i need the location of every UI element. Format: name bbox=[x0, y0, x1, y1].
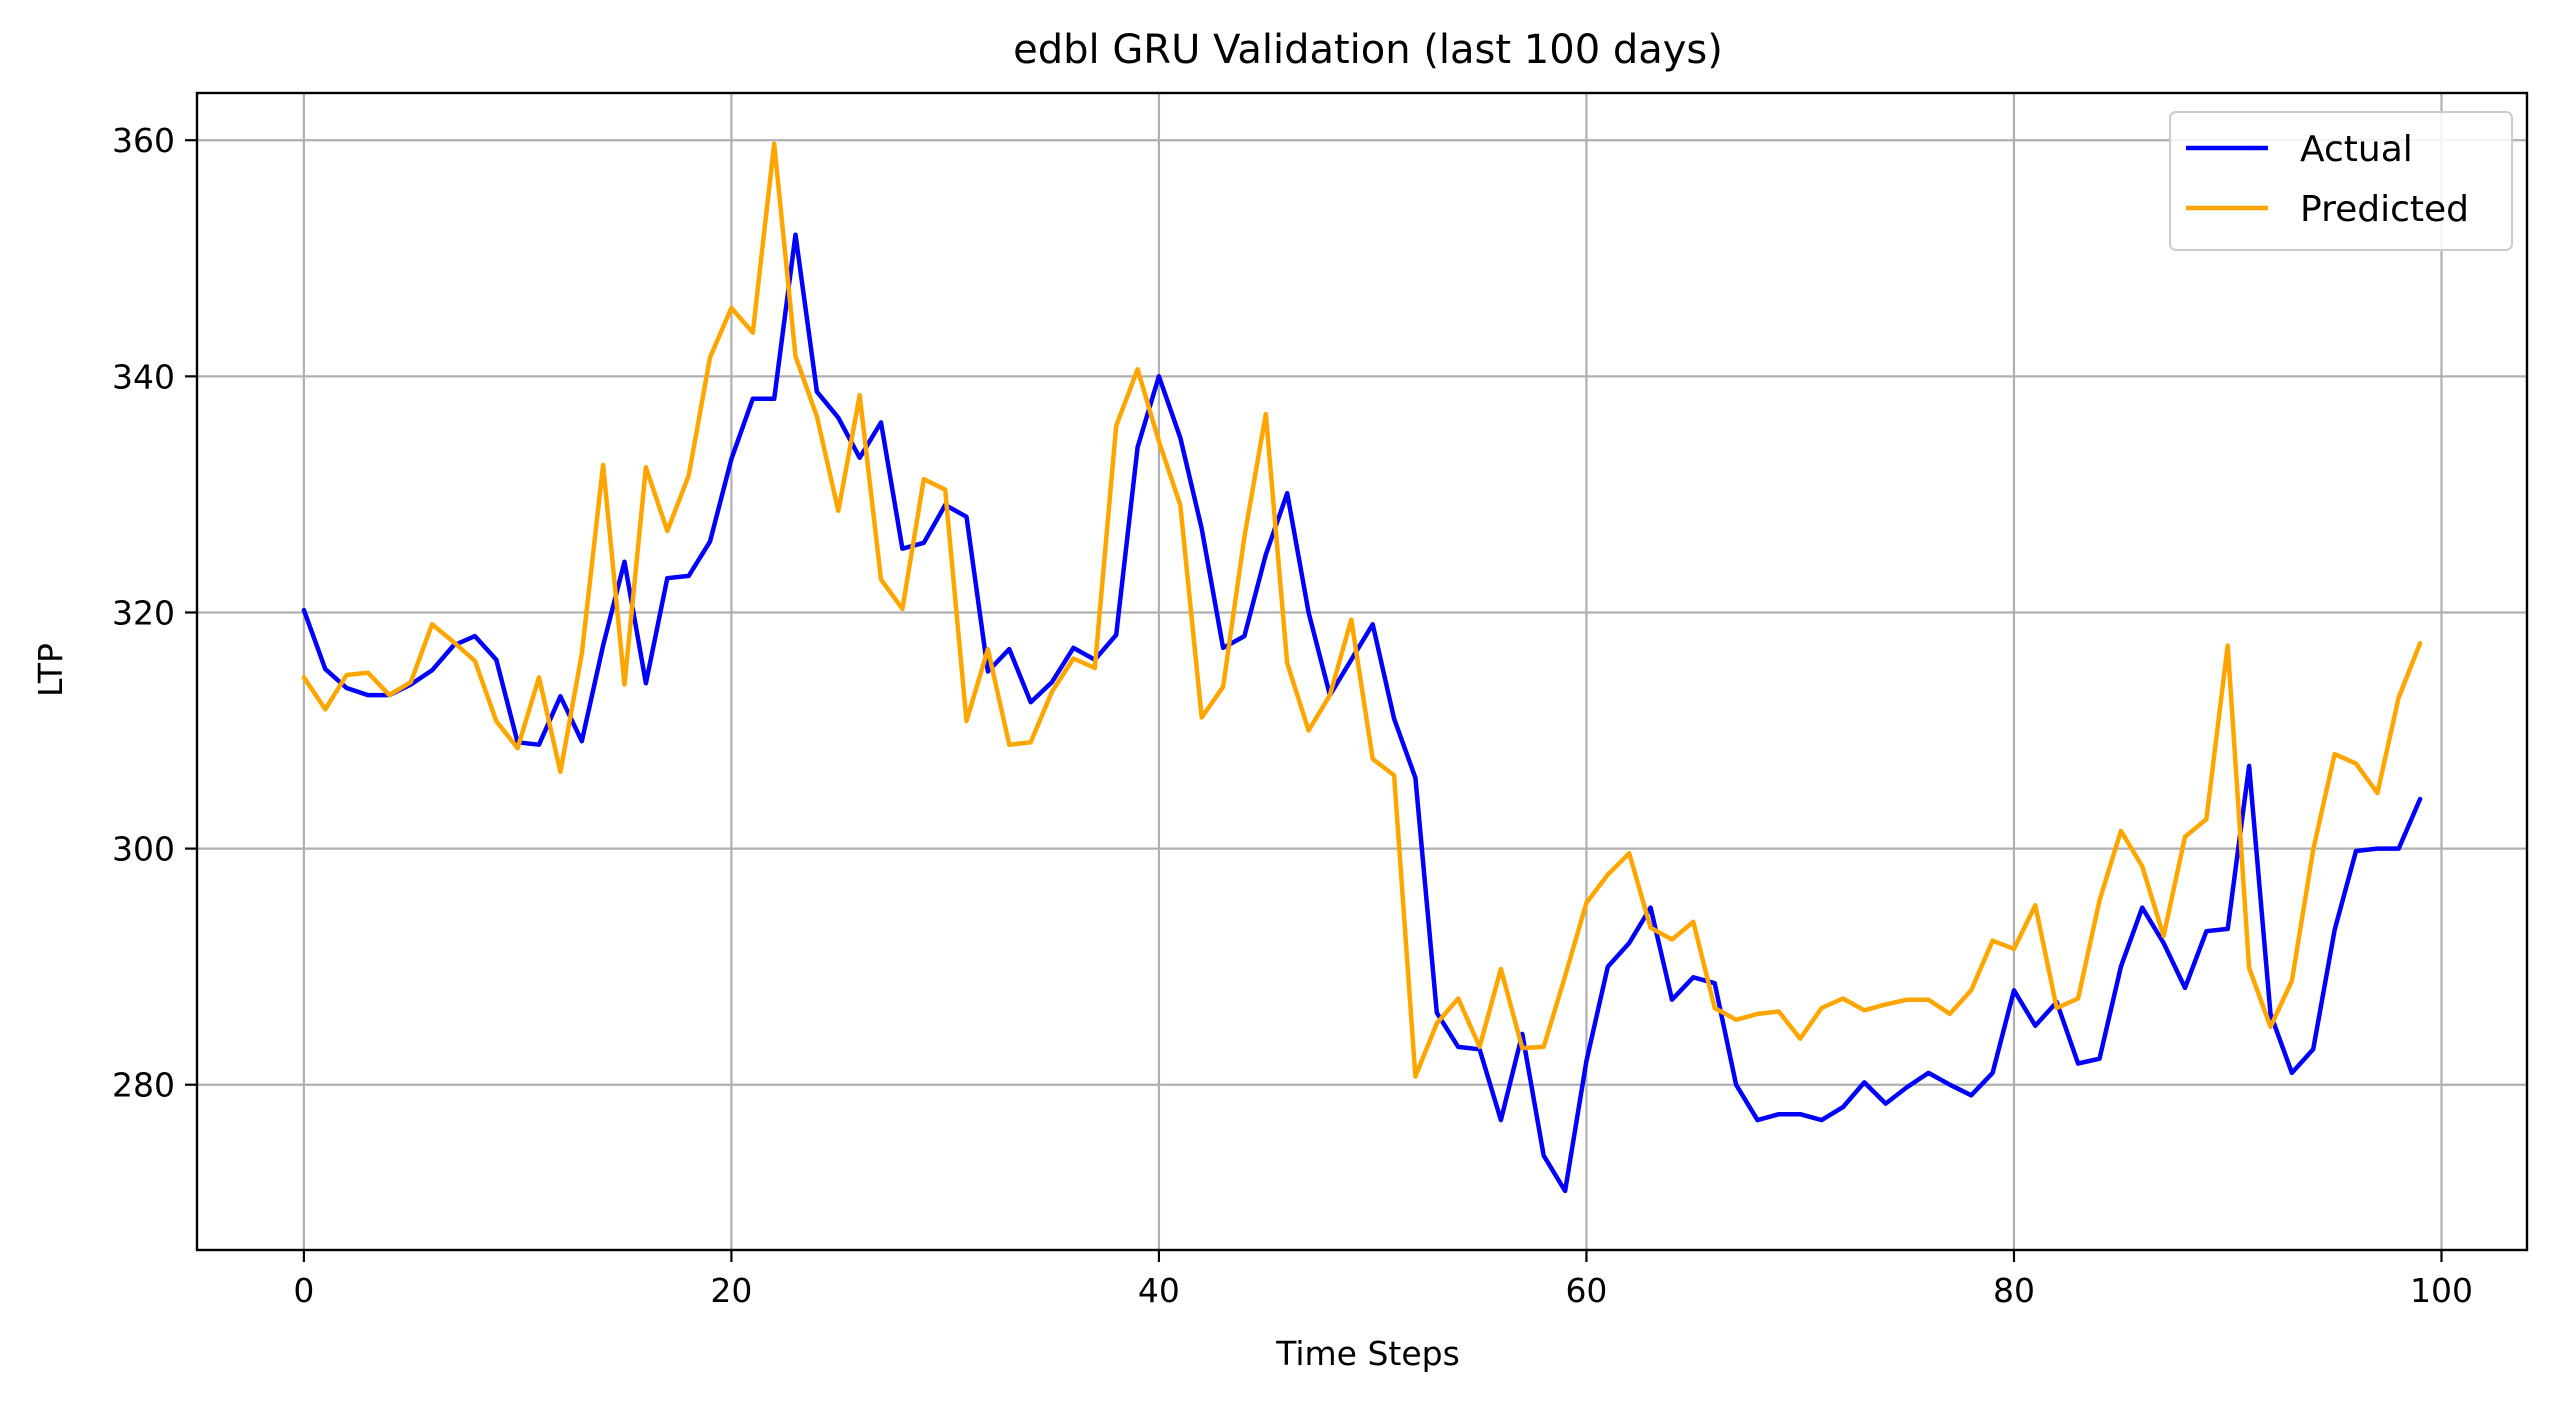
x-tick-label: 80 bbox=[1993, 1271, 2035, 1310]
grid bbox=[197, 93, 2527, 1250]
y-tick-label: 300 bbox=[112, 830, 175, 869]
y-axis: 280 300 320 340 360 bbox=[112, 121, 197, 1105]
x-tick-label: 100 bbox=[2410, 1271, 2473, 1310]
y-tick-label: 340 bbox=[112, 357, 175, 396]
legend-label-predicted: Predicted bbox=[2300, 189, 2469, 230]
x-axis-label: Time Steps bbox=[1275, 1334, 1460, 1373]
series-line-predicted bbox=[301, 141, 2423, 1079]
plot-frame bbox=[195, 91, 2529, 1252]
series-line-actual bbox=[301, 232, 2423, 1194]
y-tick-label: 280 bbox=[112, 1066, 175, 1105]
x-tick-label: 20 bbox=[710, 1271, 752, 1310]
y-tick-label: 360 bbox=[112, 121, 175, 160]
y-axis-label: LTP bbox=[31, 643, 70, 697]
legend: Actual Predicted bbox=[2169, 111, 2513, 251]
chart-title: edbl GRU Validation (last 100 days) bbox=[1013, 27, 1723, 73]
y-tick-label: 320 bbox=[112, 593, 175, 632]
x-axis: 0 20 40 60 80 100 bbox=[293, 1250, 2473, 1310]
x-tick-label: 40 bbox=[1138, 1271, 1180, 1310]
x-tick-label: 60 bbox=[1565, 1271, 1607, 1310]
legend-label-actual: Actual bbox=[2300, 129, 2413, 170]
series-group bbox=[301, 141, 2423, 1194]
x-tick-label: 0 bbox=[293, 1271, 314, 1310]
